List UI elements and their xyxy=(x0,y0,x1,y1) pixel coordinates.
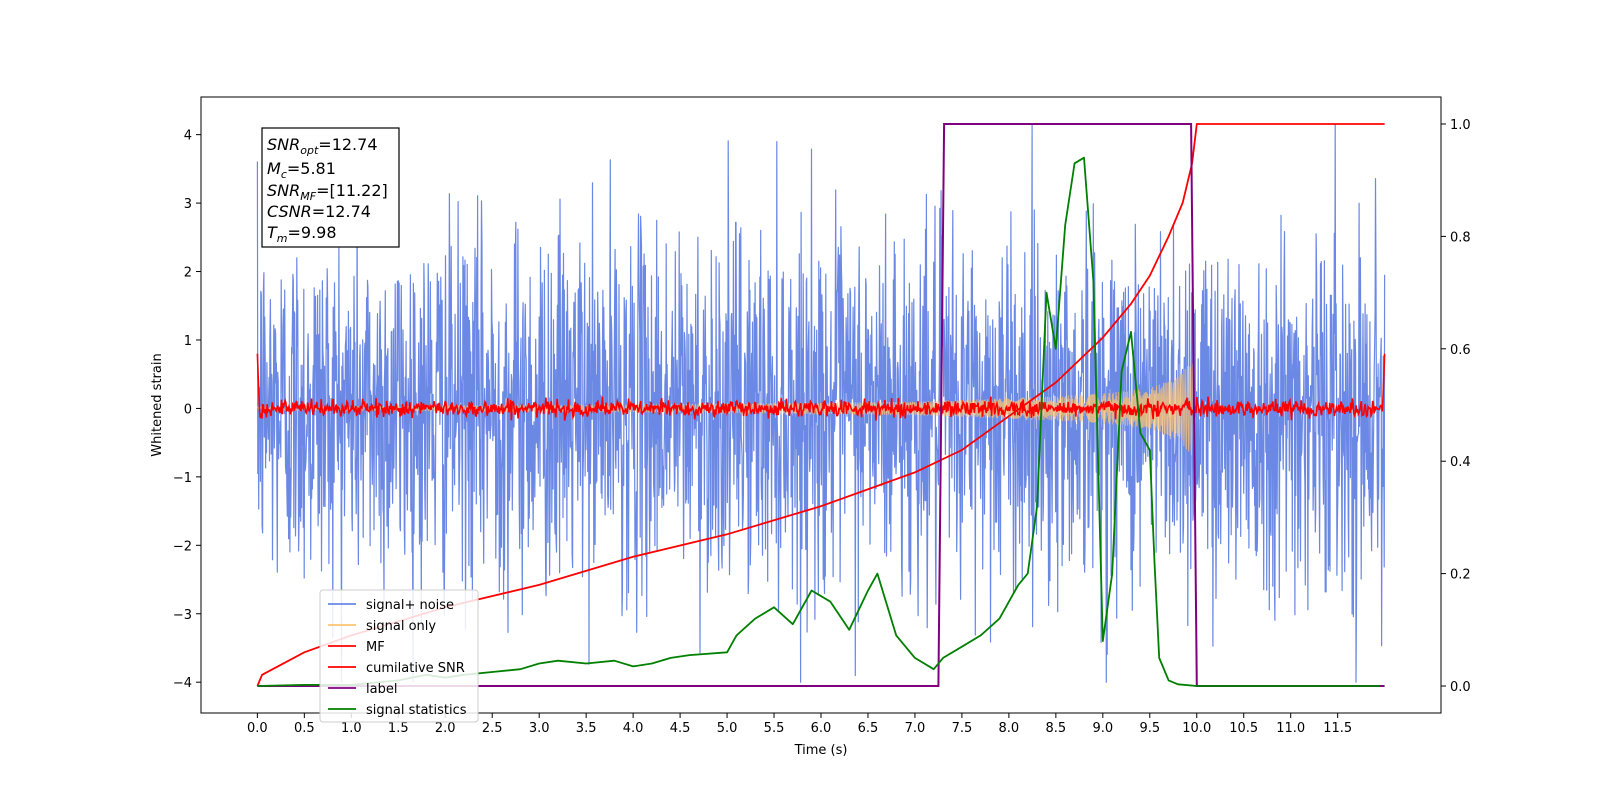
y-axis-label: Whitened strain xyxy=(150,353,165,456)
x-tick-label: 8.5 xyxy=(1046,721,1067,736)
y-tick-label: 0 xyxy=(184,402,192,417)
x-tick-label: 6.5 xyxy=(858,721,879,736)
annotation-tm: Tm=9.98 xyxy=(267,223,337,245)
y2-tick-label: 0.0 xyxy=(1450,680,1471,695)
x-axis-label: Time (s) xyxy=(794,743,848,758)
y-axis-right: 1.0 0.8 0.6 0.4 0.2 0.0 xyxy=(1441,118,1471,695)
x-tick-label: 2.5 xyxy=(482,721,503,736)
x-tick-label: 5.5 xyxy=(764,721,785,736)
y-tick-label: 2 xyxy=(184,266,192,281)
x-tick-label: 5.0 xyxy=(717,721,738,736)
x-tick-label: 11.0 xyxy=(1276,721,1305,736)
y-tick-label: −1 xyxy=(173,471,192,486)
annotation-snr-opt: SNRopt=12.74 xyxy=(267,135,378,157)
x-tick-label: 4.0 xyxy=(623,721,644,736)
x-axis: 0.0 0.5 1.0 1.5 2.0 2.5 3.0 3.5 4.0 4.5 5.0 5.5 6.0 6… xyxy=(247,713,1352,736)
y2-tick-label: 1.0 xyxy=(1450,118,1471,133)
y-tick-label: −2 xyxy=(173,539,192,554)
stats-annotation-box: SNRopt=12.74 Mc=5.81 SNRMF=[11.22] CSNR=… xyxy=(261,127,400,248)
x-tick-label: 7.0 xyxy=(905,721,926,736)
x-tick-label: 1.0 xyxy=(341,721,362,736)
y-tick-label: −3 xyxy=(173,608,192,623)
x-tick-label: 7.5 xyxy=(952,721,973,736)
x-tick-label: 9.5 xyxy=(1139,721,1160,736)
y-tick-label: 4 xyxy=(184,129,192,144)
y2-tick-label: 0.4 xyxy=(1450,455,1471,470)
x-tick-label: 9.0 xyxy=(1092,721,1113,736)
legend-label-label: label xyxy=(366,682,397,697)
y-axis-left: 4 3 2 1 0 −1 −2 −3 −4 xyxy=(173,129,201,691)
y-tick-label: −4 xyxy=(173,676,192,691)
x-tick-label: 4.5 xyxy=(670,721,691,736)
series-signal-statistics-line xyxy=(257,156,1380,687)
x-tick-label: 3.0 xyxy=(529,721,550,736)
legend-label-signal-only: signal only xyxy=(366,619,436,634)
annotation-frame xyxy=(261,127,400,248)
legend-label-signal-noise: signal+ noise xyxy=(366,598,454,613)
x-tick-label: 1.5 xyxy=(388,721,409,736)
legend-label-signal-statistics: signal statistics xyxy=(366,703,467,718)
legend-frame xyxy=(319,589,479,723)
x-tick-label: 0.0 xyxy=(247,721,268,736)
y2-tick-label: 0.6 xyxy=(1450,343,1471,358)
series-mf-line xyxy=(256,353,1386,421)
y-tick-label: 1 xyxy=(184,334,192,349)
series-signal-noise-line xyxy=(256,123,1386,683)
x-tick-label: 6.0 xyxy=(811,721,832,736)
y-tick-label: 3 xyxy=(184,197,192,212)
legend: signal+ noise signal only MF cumilative … xyxy=(319,589,479,723)
annotation-csnr: CSNR=12.74 xyxy=(267,202,371,221)
x-tick-label: 11.5 xyxy=(1323,721,1352,736)
legend-label-cumulative-snr: cumilative SNR xyxy=(366,661,465,676)
x-tick-label: 2.0 xyxy=(435,721,456,736)
x-tick-label: 10.0 xyxy=(1182,721,1211,736)
y2-tick-label: 0.2 xyxy=(1450,568,1471,583)
x-tick-label: 10.5 xyxy=(1229,721,1258,736)
x-tick-label: 3.5 xyxy=(576,721,597,736)
annotation-mc: Mc=5.81 xyxy=(267,159,336,181)
x-tick-label: 8.0 xyxy=(999,721,1020,736)
legend-label-mf: MF xyxy=(366,640,385,655)
y2-tick-label: 0.8 xyxy=(1450,230,1471,245)
annotation-snr-mf: SNRMF=[11.22] xyxy=(267,181,388,203)
x-tick-label: 0.5 xyxy=(294,721,315,736)
